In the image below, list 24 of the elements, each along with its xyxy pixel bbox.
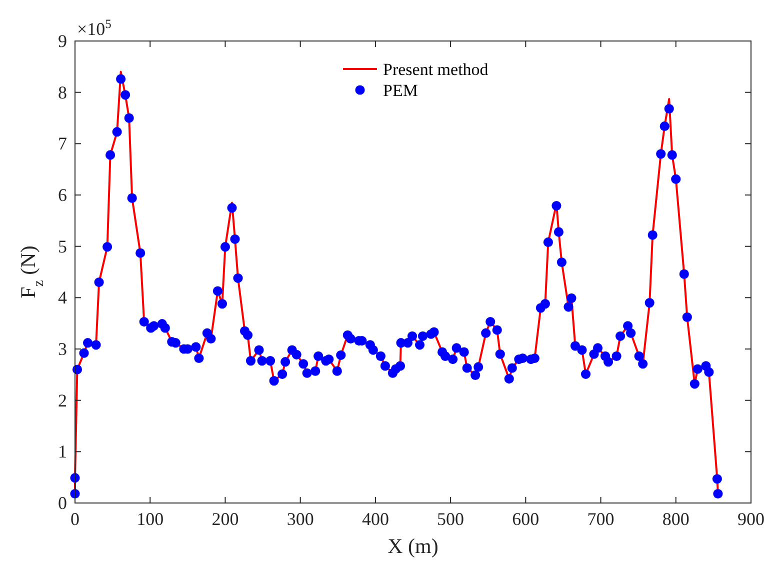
x-tick-label: 300 [286, 509, 314, 529]
y-tick-label: 9 [58, 31, 67, 51]
text: ×10$^{5}$ [77, 17, 112, 39]
y-tick-label: 2 [58, 390, 67, 410]
x-tick-label: 600 [512, 509, 540, 529]
legend-label: PEM [383, 81, 418, 100]
x-tick-label: 800 [662, 509, 690, 529]
y-tick-label: 3 [58, 339, 67, 359]
y-tick-label: 7 [58, 134, 67, 154]
x-tick-label: 400 [362, 509, 389, 529]
x-tick-label: 0 [70, 509, 80, 529]
x-tick-label: 900 [738, 509, 764, 529]
y-tick-label: 8 [58, 82, 67, 102]
x-tick-label: 500 [437, 509, 464, 529]
legend-label: Present method [383, 60, 489, 79]
y-tick-label: 6 [58, 185, 67, 205]
x-axis-title: X (m) [388, 534, 438, 558]
y-tick-label: 5 [58, 236, 67, 256]
y-tick-label: 4 [58, 288, 67, 308]
x-tick-label: 200 [212, 509, 239, 529]
x-tick-label: 100 [136, 509, 164, 529]
y-tick-label: 1 [58, 442, 67, 462]
y-tick-label: 0 [58, 493, 67, 513]
x-tick-label: 700 [587, 509, 614, 529]
